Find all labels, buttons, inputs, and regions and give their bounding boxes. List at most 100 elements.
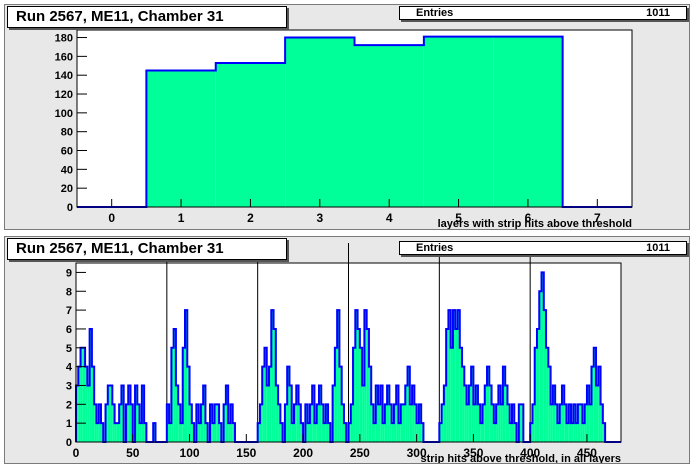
- histogram-bar: [452, 310, 456, 442]
- histogram-bar: [334, 347, 338, 442]
- histogram-bar: [305, 404, 308, 442]
- histogram-bar: [96, 423, 99, 442]
- histogram-bar: [439, 423, 442, 442]
- histogram-bar: [536, 328, 540, 442]
- histogram-bar: [94, 404, 97, 442]
- histogram-bar: [296, 385, 299, 442]
- x-tick-label: 100: [180, 446, 200, 460]
- histogram-bar: [498, 385, 501, 442]
- x-axis-label: strip hits above threshold, in all layer…: [420, 453, 621, 463]
- histogram-bar: [403, 404, 406, 442]
- x-tick-label: 2: [247, 211, 254, 225]
- histogram-bar: [209, 404, 213, 442]
- histogram-bar: [464, 385, 467, 442]
- histogram-bar: [146, 70, 216, 207]
- histogram-bar: [139, 423, 142, 442]
- y-tick-label: 2: [66, 399, 72, 411]
- y-tick-label: 0: [66, 437, 72, 449]
- histogram-bar: [180, 423, 183, 442]
- x-tick-label: 5: [455, 211, 462, 225]
- histogram-bar: [366, 328, 369, 442]
- histogram-bar: [473, 404, 476, 442]
- histogram-bar: [493, 423, 497, 442]
- plot-frame: [76, 29, 633, 208]
- x-tick-label: 300: [407, 446, 427, 460]
- histogram-bar: [409, 404, 413, 442]
- histogram-bar: [382, 423, 385, 442]
- histogram-bar: [141, 385, 145, 442]
- histogram-bar: [505, 385, 508, 442]
- histogram-bar: [530, 423, 533, 442]
- histogram-bar: [502, 366, 506, 442]
- histogram-bar: [557, 423, 560, 442]
- histogram-bar: [341, 404, 344, 442]
- histogram-bar: [582, 423, 585, 442]
- histogram-bar: [216, 404, 220, 442]
- histogram-bar: [348, 423, 351, 442]
- y-tick-label: 6: [66, 324, 72, 336]
- histogram-bar: [405, 385, 408, 442]
- histogram-bar: [318, 385, 322, 442]
- histogram-bar: [166, 404, 170, 442]
- histogram-outline: [77, 35, 632, 208]
- histogram-bar: [298, 404, 301, 442]
- x-tick-label: 1: [178, 211, 185, 225]
- histogram-bar: [144, 423, 147, 442]
- histogram-bar: [82, 347, 86, 442]
- histogram-bar: [121, 385, 124, 442]
- histogram-bar: [561, 385, 565, 442]
- x-tick-label: 250: [350, 446, 370, 460]
- histogram-bar: [153, 423, 156, 442]
- histogram-bar: [178, 404, 181, 442]
- histogram-bar: [466, 404, 469, 442]
- histogram-bar: [198, 423, 201, 442]
- y-tick-label: 0: [67, 202, 73, 214]
- histogram-bar: [359, 347, 363, 442]
- histogram-bar: [173, 328, 176, 442]
- histogram-bar: [584, 404, 587, 442]
- histogram-bar: [339, 366, 342, 442]
- histogram-bar: [285, 37, 355, 207]
- histogram-bar: [421, 423, 424, 442]
- histogram-bar: [446, 328, 449, 442]
- histogram-bar: [518, 404, 522, 442]
- x-tick-label: 400: [520, 446, 540, 460]
- histogram-bar: [480, 423, 483, 442]
- y-tick-label: 80: [61, 127, 73, 139]
- histogram-bar: [489, 385, 492, 442]
- histogram-bar: [280, 423, 283, 442]
- histogram-bar: [412, 385, 415, 442]
- histogram-bar: [337, 310, 340, 442]
- x-tick-label: 0: [108, 211, 115, 225]
- histogram-bar: [232, 423, 235, 442]
- y-tick-label: 100: [55, 108, 73, 120]
- histogram-bar: [418, 404, 422, 442]
- histogram-bar: [387, 385, 390, 442]
- histogram-bar: [137, 404, 140, 442]
- x-axis-label: layers with strip hits above threshold: [438, 218, 632, 229]
- histogram-bar: [191, 423, 195, 442]
- histogram-bar: [350, 404, 354, 442]
- histogram-bar: [514, 423, 517, 442]
- histogram-bar: [215, 62, 286, 207]
- histogram-bar: [196, 404, 199, 442]
- histogram-bar: [484, 385, 488, 442]
- y-tick-label: 120: [55, 89, 73, 101]
- histogram-bar: [273, 328, 276, 442]
- histogram-bar: [600, 404, 603, 442]
- histogram-bar: [355, 310, 358, 442]
- histogram-bar: [555, 404, 558, 442]
- histogram-bar: [459, 347, 463, 442]
- y-tick-label: 8: [66, 286, 72, 298]
- histogram-bar: [393, 404, 397, 442]
- histogram-bar: [321, 404, 324, 442]
- histogram-bar: [85, 366, 88, 442]
- histogram-bar: [586, 385, 590, 442]
- histogram-bar: [441, 404, 444, 442]
- histogram-bar: [596, 385, 599, 442]
- histogram-bar: [169, 423, 172, 442]
- y-tick-label: 40: [61, 164, 73, 176]
- histogram-bar: [110, 385, 113, 442]
- x-tick-label: 450: [577, 446, 597, 460]
- histogram-bar: [577, 404, 581, 442]
